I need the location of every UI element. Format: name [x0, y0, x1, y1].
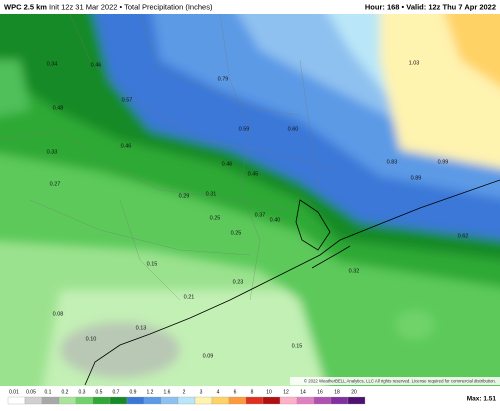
precip-label: 0.32 [349, 268, 360, 274]
legend-label: 0.05 [26, 389, 36, 395]
legend-swatch [126, 396, 145, 405]
legend-swatch [194, 396, 213, 405]
precip-label: 0.46 [222, 161, 233, 167]
precip-label: 0.15 [147, 261, 158, 267]
precip-label: 0.62 [458, 233, 469, 239]
region [444, 14, 500, 87]
legend-swatch [7, 396, 26, 405]
precip-label: 0.21 [184, 294, 195, 300]
legend-swatch [347, 396, 366, 405]
legend-swatch [279, 396, 298, 405]
legend-swatch [24, 396, 43, 405]
region [395, 310, 435, 340]
precip-label: 0.31 [206, 191, 217, 197]
county-lines [0, 14, 341, 301]
legend-label: 3 [200, 389, 203, 395]
legend-swatch [143, 396, 162, 405]
legend-label: 0.9 [130, 389, 137, 395]
legend-label: 20 [351, 389, 357, 395]
legend-swatch [330, 396, 349, 405]
legend-label: 12 [283, 389, 289, 395]
legend-swatch [109, 396, 128, 405]
precip-label: 0.23 [233, 279, 244, 285]
legend-label: 14 [300, 389, 306, 395]
legend-label: 0.2 [62, 389, 69, 395]
precip-label: 0.33 [47, 149, 58, 155]
legend-swatch [245, 396, 264, 405]
precip-label: 0.40 [270, 217, 281, 223]
precip-label: 0.15 [292, 343, 303, 349]
legend-label: 8 [251, 389, 254, 395]
copyright: © 2022 WeatherBELL Analytics, LLC All ri… [304, 379, 496, 384]
legend-label: 0.1 [45, 389, 52, 395]
precip-field [0, 14, 500, 386]
precip-label: 0.89 [411, 175, 422, 181]
value-labels: 0.34 0.46 0.48 0.57 0.79 1.03 0.33 0.46 0.59 0.60… [47, 60, 469, 359]
legend-swatch [313, 396, 332, 405]
precip-label: 0.13 [136, 325, 147, 331]
precip-label: 1.03 [409, 60, 420, 66]
legend-swatch [228, 396, 247, 405]
header-bar [0, 0, 500, 14]
header-left: WPC 2.5 km Init 12z 31 Mar 2022 • Total … [4, 2, 213, 11]
precip-label: 0.60 [288, 126, 299, 132]
legend-label: 6 [234, 389, 237, 395]
legend-label: 4 [217, 389, 220, 395]
precip-label: 0.27 [50, 181, 61, 187]
run-info: Init 12z 31 Mar 2022 • Total Precipitati… [49, 2, 213, 11]
legend-swatch [211, 396, 230, 405]
valid-time: Hour: 168 • Valid: 12z Thu 7 Apr 2022 [365, 2, 496, 11]
precip-label: 0.57 [122, 97, 133, 103]
precip-label: 0.08 [53, 311, 64, 317]
precip-label: 0.34 [47, 61, 58, 67]
legend-label: 18 [334, 389, 340, 395]
legend-label: 0.01 [9, 389, 19, 395]
max-value: Max: 1.51 [467, 396, 497, 403]
precip-label: 0.45 [248, 171, 259, 177]
legend-label: 2 [183, 389, 186, 395]
precip-label: 0.83 [387, 159, 398, 165]
legend-label: 0.7 [113, 389, 120, 395]
region [60, 322, 180, 378]
copyright-box [290, 377, 500, 385]
precip-label: 0.37 [255, 212, 266, 218]
precip-label: 0.79 [218, 76, 229, 82]
model-name: WPC 2.5 km [4, 2, 47, 11]
precip-label: 0.46 [91, 62, 102, 68]
legend: 0.01 0.05 0.1 0.2 0.3 0.5 0.7 0.9 1.2 1.6 2 3 4 6 8 10 1… [7, 389, 366, 405]
precip-label: 0.99 [438, 159, 449, 165]
legend-swatch [160, 396, 179, 405]
precip-label: 0.48 [53, 105, 64, 111]
coastline [84, 179, 500, 386]
precip-label: 0.10 [86, 336, 97, 342]
legend-swatch [75, 396, 94, 405]
legend-label: 16 [317, 389, 323, 395]
precip-label: 0.46 [121, 143, 132, 149]
legend-swatch [262, 396, 281, 405]
map: © 2022 WeatherBELL Analytics, LLC All ri… [0, 14, 500, 386]
legend-swatch [177, 396, 196, 405]
legend-swatch [92, 396, 111, 405]
legend-label: 1.6 [164, 389, 171, 395]
precip-label: 0.25 [210, 215, 221, 221]
precip-label: 0.29 [179, 193, 190, 199]
legend-label: 1.2 [147, 389, 154, 395]
legend-label: 0.5 [96, 389, 103, 395]
legend-swatch [296, 396, 315, 405]
region [0, 60, 30, 116]
precip-label: 0.59 [239, 126, 250, 132]
legend-label: 0.3 [79, 389, 86, 395]
precip-label: 0.09 [203, 353, 214, 359]
legend-label: 10 [266, 389, 272, 395]
precip-label: 0.25 [231, 230, 242, 236]
legend-swatch [58, 396, 77, 405]
legend-swatch [41, 396, 60, 405]
